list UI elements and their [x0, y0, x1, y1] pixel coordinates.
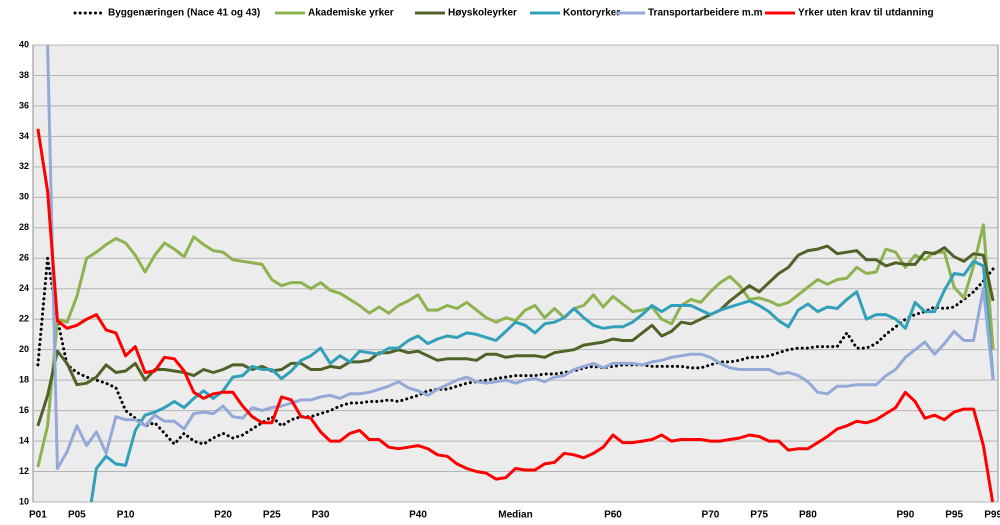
x-tick-label: P05: [68, 510, 86, 521]
y-tick-label: 24: [19, 283, 29, 293]
legend-label: Kontoryrker: [563, 8, 620, 19]
x-tick-label: P30: [312, 510, 330, 521]
y-tick-label: 30: [19, 192, 29, 202]
x-tick-label: P01: [29, 510, 47, 521]
x-tick-label: P60: [604, 510, 622, 521]
y-tick-label: 40: [19, 39, 29, 49]
legend-label: Byggenæringen (Nace 41 og 43): [108, 8, 260, 19]
x-tick-label: Median: [498, 510, 532, 521]
x-tick-label: P90: [897, 510, 915, 521]
y-tick-label: 10: [19, 496, 29, 506]
series-line: [45, 45, 995, 470]
x-tick-label: P99: [984, 510, 1000, 521]
y-tick-label: 28: [19, 222, 29, 232]
series-line: [89, 259, 995, 502]
y-tick-label: 16: [19, 405, 29, 415]
y-tick-label: 36: [19, 100, 29, 110]
series-line: [36, 223, 995, 468]
y-tick-label: 12: [19, 466, 29, 476]
series-line: [36, 128, 995, 502]
x-tick-label: P10: [117, 510, 135, 521]
x-tick-label: P95: [945, 510, 963, 521]
x-tick-label: P80: [799, 510, 817, 521]
legend-label: Yrker uten krav til utdanning: [798, 8, 934, 19]
x-tick-label: P40: [409, 510, 427, 521]
legend-label: Akademiske yrker: [308, 8, 394, 19]
plot-lines: [36, 45, 995, 502]
series-line: [36, 256, 995, 446]
y-tick-label: 18: [19, 375, 29, 385]
x-tick-label: P75: [750, 510, 768, 521]
x-tick-label: P70: [702, 510, 720, 521]
y-tick-label: 14: [19, 435, 29, 445]
plot-area: [32, 44, 999, 503]
y-tick-label: 34: [19, 131, 29, 141]
y-tick-label: 20: [19, 344, 29, 354]
y-tick-label: 26: [19, 253, 29, 263]
legend-label: Transportarbeidere m.m: [648, 8, 763, 19]
y-tick-label: 22: [19, 314, 29, 324]
x-tick-label: P25: [263, 510, 281, 521]
x-tick-label: P20: [214, 510, 232, 521]
y-tick-label: 32: [19, 161, 29, 171]
legend-label: Høyskoleyrker: [448, 8, 517, 19]
y-tick-label: 38: [19, 70, 29, 80]
series-line: [36, 244, 995, 427]
